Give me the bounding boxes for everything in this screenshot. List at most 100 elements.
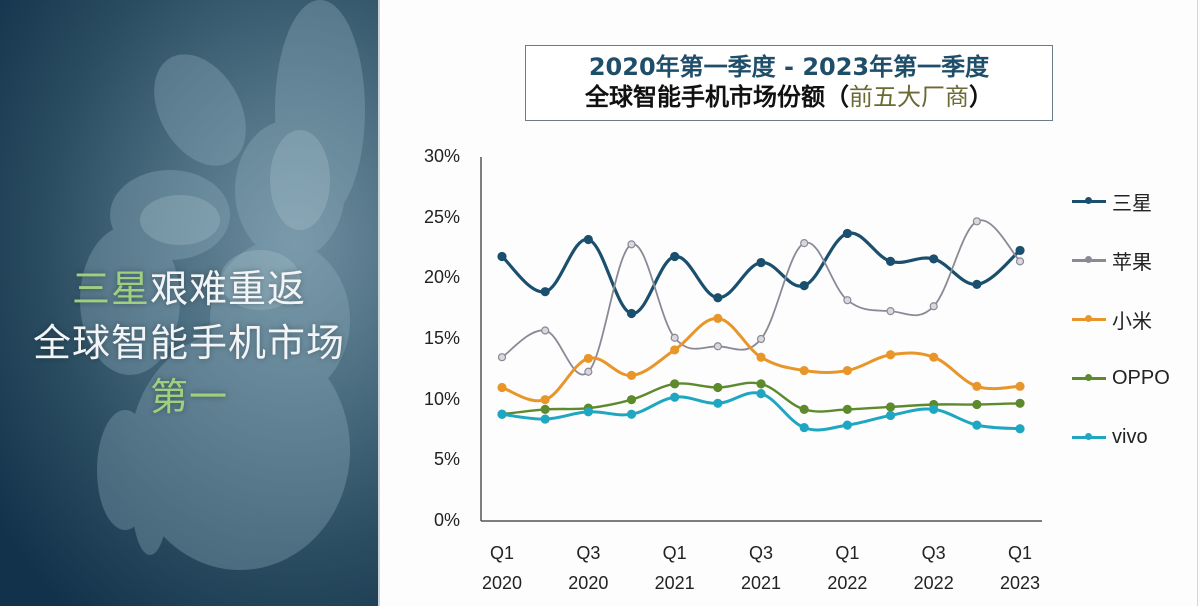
- data-point: [929, 302, 938, 311]
- data-point: [756, 257, 766, 268]
- data-point: [713, 382, 723, 393]
- data-point: [670, 345, 680, 355]
- chart-title-subtitle: 前五大厂商: [849, 83, 969, 111]
- data-point: [799, 422, 809, 433]
- data-point: [756, 352, 766, 362]
- data-point: [540, 395, 550, 405]
- right-border: [1197, 0, 1198, 606]
- data-point: [670, 379, 680, 389]
- data-point: [713, 342, 722, 351]
- chart-title-main: 全球智能手机市场份额（前五大厂商）: [585, 83, 993, 111]
- data-point: [799, 404, 809, 414]
- legend-item: vivo: [1072, 425, 1148, 449]
- headline-line-2: 全球智能手机市场: [32, 321, 345, 365]
- series-vivo: [497, 389, 1025, 434]
- headline-line-1: 三星艰难重返: [71, 267, 307, 311]
- banner-headline: 三星艰难重返 全球智能手机市场 第一: [0, 262, 378, 424]
- data-point: [842, 228, 852, 239]
- legend-label: vivo: [1112, 425, 1148, 448]
- data-point: [885, 402, 896, 412]
- data-point: [541, 326, 550, 335]
- y-tick-label: 25%: [423, 206, 460, 227]
- data-point: [540, 287, 550, 297]
- legend-item: 三星: [1072, 189, 1152, 215]
- data-point: [885, 410, 896, 421]
- chart-title-period: 2020年第一季度 - 2023年第一季度: [588, 53, 990, 81]
- series-三星: [497, 228, 1025, 319]
- data-point: [885, 350, 896, 360]
- data-point: [800, 239, 809, 248]
- data-point: [626, 395, 637, 405]
- data-point: [842, 420, 852, 430]
- data-point: [583, 234, 593, 245]
- y-tick-label: 30%: [423, 146, 460, 166]
- data-point: [626, 370, 637, 380]
- y-tick-label: 15%: [423, 328, 460, 348]
- legend-label: 苹果: [1112, 251, 1152, 274]
- data-point: [929, 352, 939, 362]
- data-point: [886, 306, 895, 316]
- data-point: [799, 281, 809, 291]
- y-tick-label: 5%: [433, 449, 460, 470]
- data-point: [713, 313, 723, 323]
- legend-item: 小米: [1072, 307, 1152, 333]
- legend-item: OPPO: [1072, 366, 1170, 390]
- left-banner-panel: 三星艰难重返 全球智能手机市场 第一: [0, 0, 380, 606]
- data-point: [713, 293, 723, 303]
- x-tick-label: Q1 2021: [654, 543, 695, 593]
- data-point: [583, 353, 593, 364]
- data-point: [497, 353, 507, 362]
- data-point: [756, 389, 766, 399]
- data-point: [713, 398, 723, 408]
- series-小米: [497, 313, 1025, 405]
- legend-label: 小米: [1112, 310, 1152, 333]
- data-point: [843, 296, 852, 305]
- series-苹果: [497, 217, 1025, 376]
- chart-title-box: 2020年第一季度 - 2023年第一季度 全球智能手机市场份额（前五大厂商）: [525, 45, 1053, 121]
- y-tick-label: 20%: [423, 267, 460, 288]
- legend-line-marker-icon: [1072, 373, 1106, 383]
- orchid-background-graphic: [80, 0, 365, 570]
- data-point: [842, 404, 852, 414]
- data-point: [972, 217, 981, 226]
- x-tick-label: Q3 2022: [913, 543, 954, 593]
- data-point: [972, 420, 982, 430]
- data-point: [929, 404, 939, 414]
- data-point: [626, 409, 637, 419]
- data-point: [885, 256, 896, 266]
- data-point: [929, 254, 939, 264]
- headline-line-3: 第一: [149, 375, 228, 419]
- data-point: [1015, 245, 1025, 256]
- data-point: [842, 365, 852, 376]
- data-point: [1015, 257, 1025, 266]
- data-point: [670, 251, 680, 262]
- x-tick-label: Q3 2020: [568, 543, 609, 593]
- data-point: [972, 399, 982, 410]
- data-point: [799, 365, 809, 376]
- y-tick-label: 10%: [423, 388, 460, 409]
- data-point: [626, 308, 637, 319]
- data-point: [972, 381, 982, 391]
- data-point: [670, 392, 680, 402]
- series-lines: [497, 217, 1025, 434]
- legend-line-marker-icon: [1072, 314, 1106, 324]
- data-point: [756, 379, 766, 389]
- data-point: [756, 334, 766, 344]
- data-point: [670, 333, 679, 342]
- legend-line-marker-icon: [1072, 432, 1106, 442]
- legend-label: 三星: [1112, 192, 1152, 215]
- legend-item: 苹果: [1072, 248, 1152, 274]
- data-point: [583, 407, 593, 417]
- legend-line-marker-icon: [1072, 196, 1106, 206]
- y-tick-label: 0%: [433, 510, 460, 530]
- data-point: [497, 382, 507, 393]
- data-point: [497, 409, 507, 419]
- data-point: [540, 414, 550, 424]
- x-tick-label: Q1 2022: [827, 543, 868, 593]
- legend-line-marker-icon: [1072, 255, 1106, 265]
- legend-label: OPPO: [1112, 366, 1170, 389]
- x-tick-label: Q1 2023: [1000, 543, 1041, 593]
- data-point: [497, 251, 507, 262]
- x-tick-label: Q1 2020: [481, 543, 523, 593]
